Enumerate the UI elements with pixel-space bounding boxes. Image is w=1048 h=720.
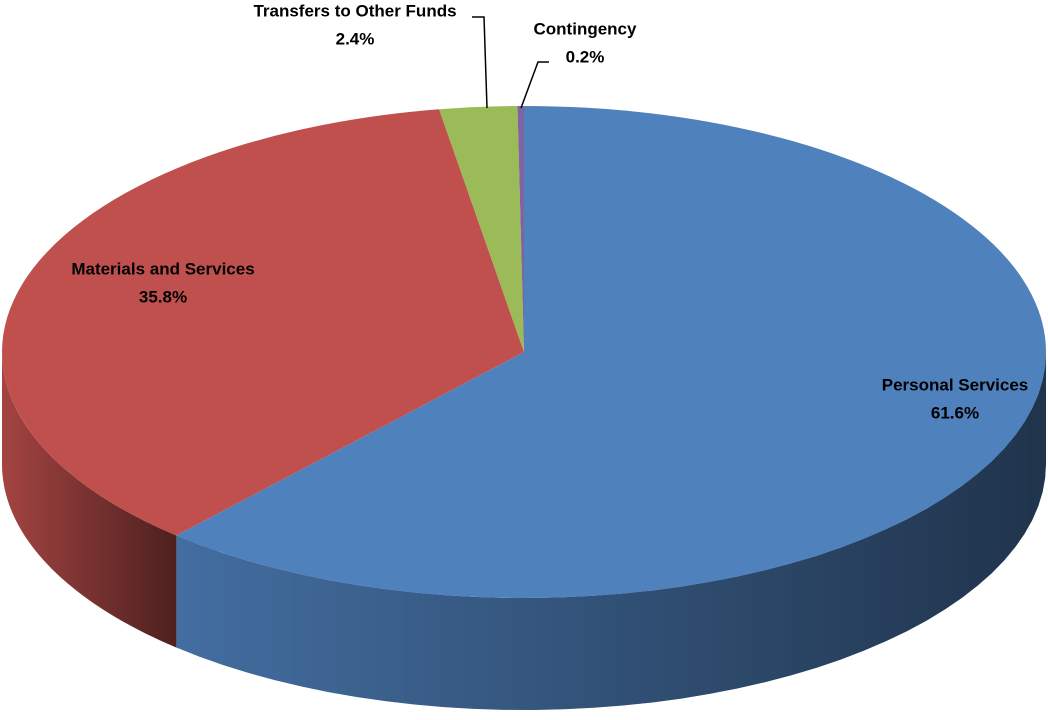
slice-label: Contingency: [534, 19, 637, 38]
slice-value-label: 61.6%: [931, 403, 979, 422]
slice-value-label: 0.2%: [566, 47, 605, 66]
slice-value-label: 2.4%: [336, 29, 375, 48]
tops: [2, 106, 1047, 598]
slice-side-shade: [176, 352, 1047, 710]
slice: [2, 109, 524, 536]
labels: Personal Services 61.6% Materials and Serv…: [71, 1, 1028, 422]
slice: [176, 106, 1047, 598]
leader-line: [472, 16, 488, 109]
slice-label: Personal Services: [882, 375, 1028, 394]
slice-side-shade: [2, 352, 177, 648]
sides: [2, 352, 1047, 710]
leader-line: [520, 61, 549, 109]
slice-label: Materials and Services: [71, 259, 254, 278]
slice-value-label: 35.8%: [139, 287, 187, 306]
slice-label: Transfers to Other Funds: [253, 1, 456, 20]
slice: [439, 106, 524, 352]
slice: [517, 106, 524, 352]
